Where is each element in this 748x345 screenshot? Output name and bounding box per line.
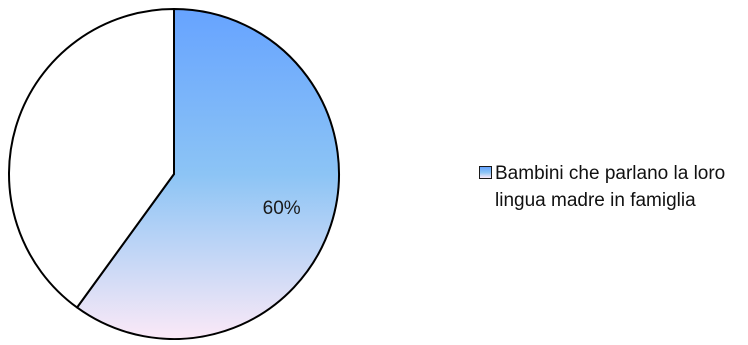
legend-swatch [479, 166, 492, 179]
legend: Bambini che parlano la loro lingua madre… [479, 160, 747, 214]
legend-label: Bambini che parlano la loro lingua madre… [495, 163, 726, 211]
pie-slice-1 [76, 8, 340, 340]
pie-slice-2 [8, 8, 175, 309]
pie-data-label-1: 60% [263, 198, 301, 219]
pie-data-labels: 60% [263, 198, 301, 219]
pie-slices [8, 8, 340, 340]
